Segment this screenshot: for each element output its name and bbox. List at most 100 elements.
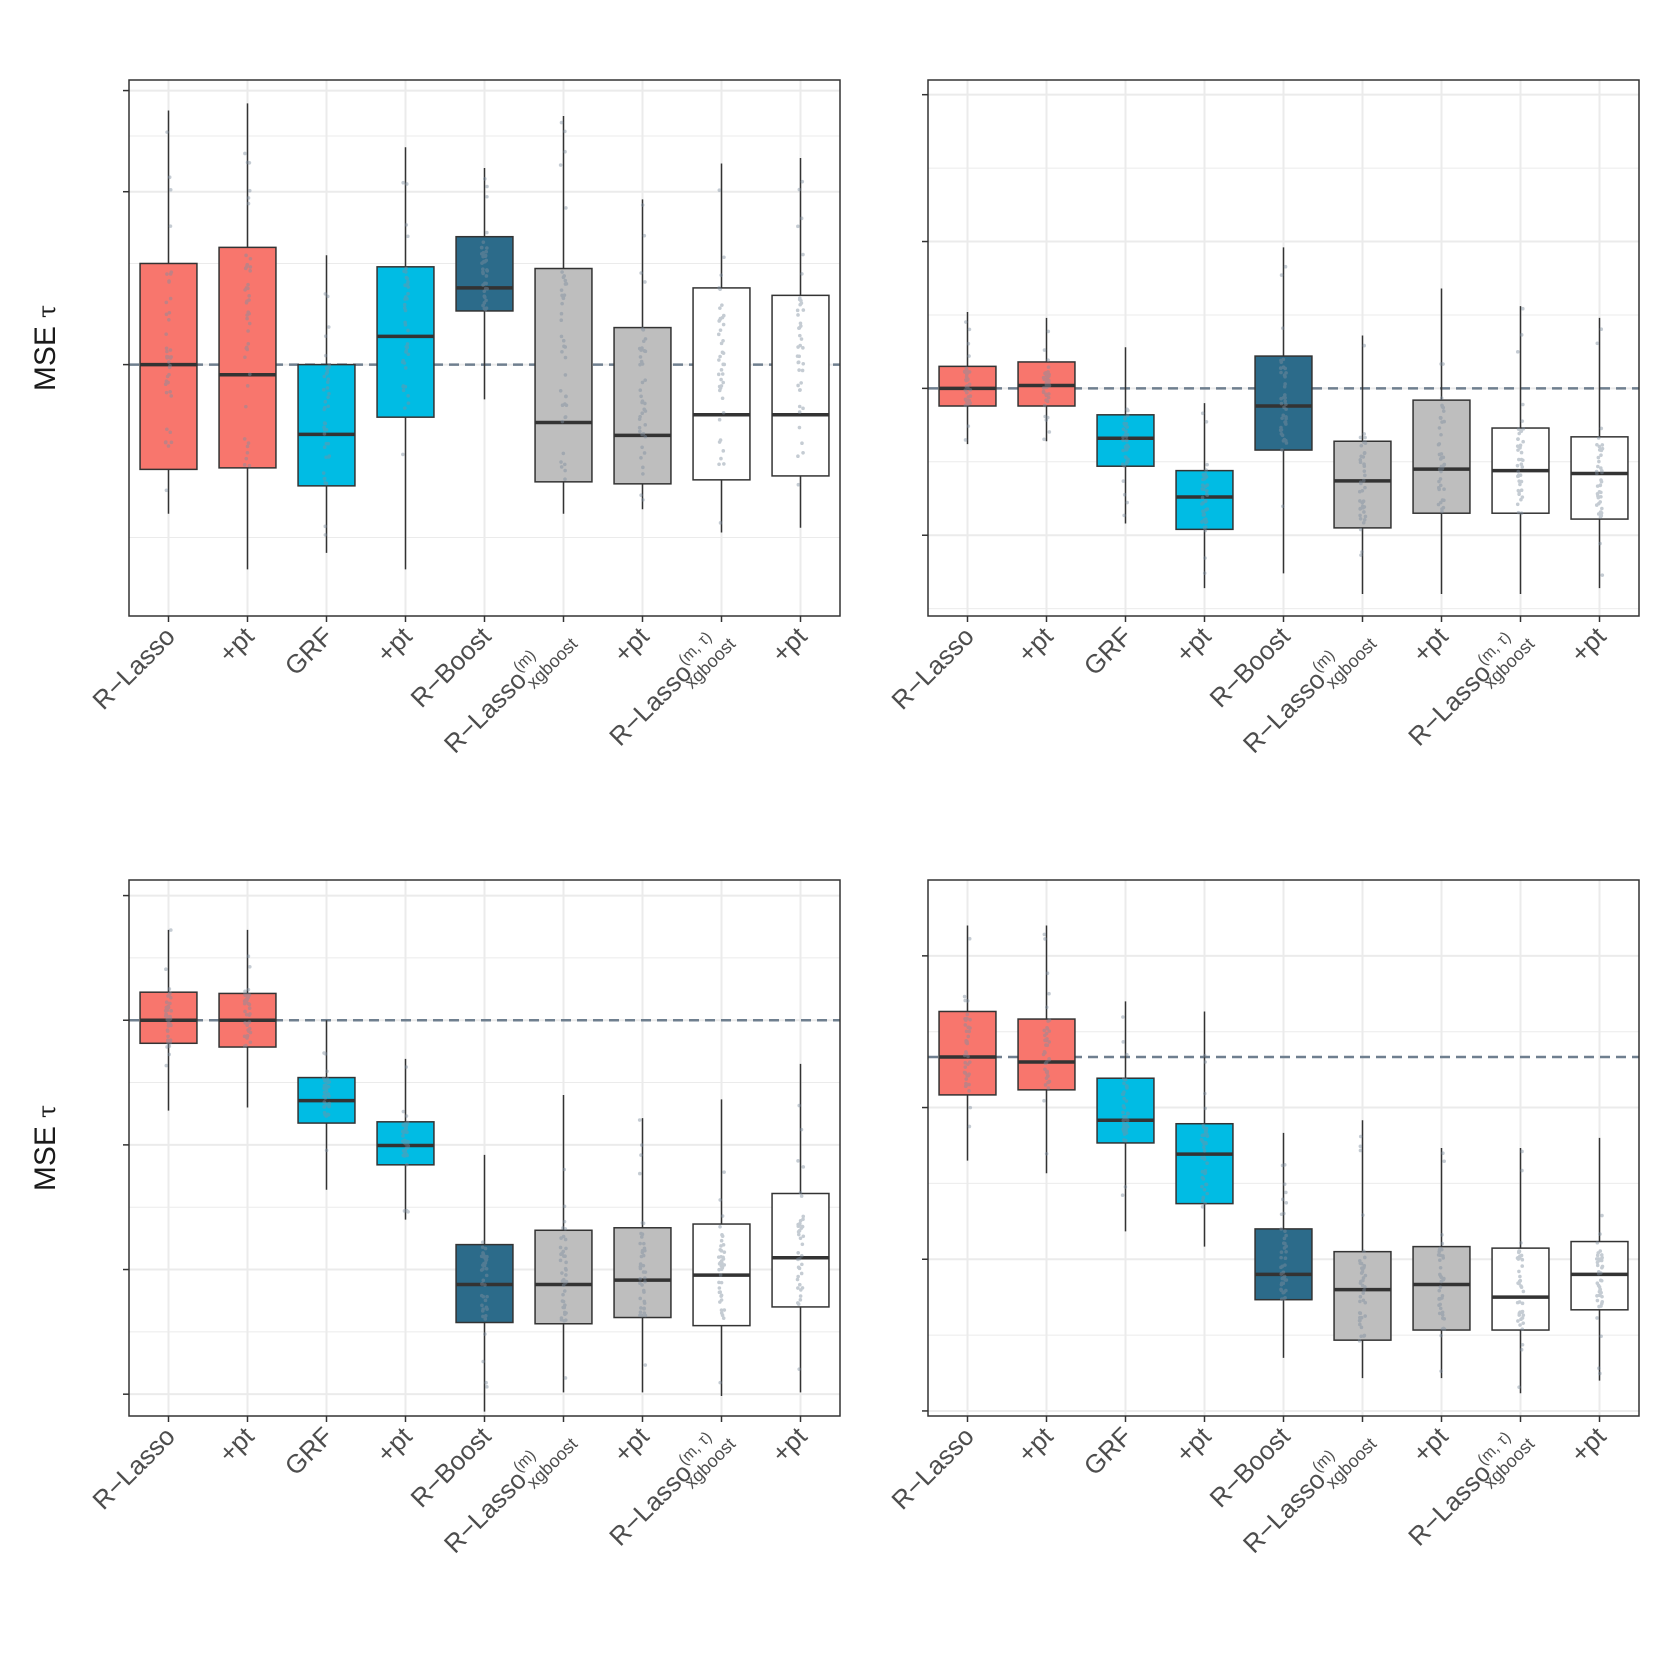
x-tick-label: +pt — [765, 620, 813, 668]
jitter-point — [1044, 1005, 1049, 1010]
jitter-point — [1362, 439, 1367, 444]
jitter-point — [164, 488, 169, 493]
jitter-point — [324, 427, 329, 432]
jitter-point — [1442, 1159, 1446, 1164]
jitter-point — [481, 270, 485, 274]
jitter-point — [1362, 517, 1367, 522]
jitter-point — [480, 1303, 484, 1308]
jitter-point — [964, 399, 969, 403]
jitter-point — [1205, 507, 1210, 511]
jitter-point — [1046, 1074, 1050, 1078]
jitter-point — [322, 427, 327, 432]
jitter-point — [1284, 1288, 1288, 1293]
jitter-point — [563, 355, 568, 360]
jitter-point — [798, 302, 802, 307]
jitter-point — [165, 1038, 170, 1043]
jitter-point — [1280, 1163, 1285, 1168]
jitter-point — [967, 327, 972, 332]
jitter-point — [562, 1204, 567, 1209]
jitter-point — [718, 386, 723, 390]
jitter-point — [1204, 1141, 1208, 1145]
jitter-point — [406, 352, 411, 357]
jitter-point — [559, 334, 564, 339]
jitter-point — [246, 282, 250, 287]
jitter-points — [1200, 411, 1210, 575]
jitter-point — [1280, 1276, 1285, 1281]
jitter-point — [324, 481, 329, 486]
jitter-point — [1281, 1281, 1286, 1286]
jitter-point — [1200, 483, 1205, 487]
jitter-point — [1438, 1302, 1443, 1307]
box-iqr — [1333, 1250, 1392, 1341]
jitter-point — [1122, 1077, 1126, 1081]
jitter-point — [322, 1094, 326, 1099]
jitter-point — [719, 1311, 724, 1315]
jitter-point — [1046, 1080, 1050, 1085]
jitter-point — [1357, 1339, 1362, 1343]
jitter-point — [1283, 1278, 1287, 1282]
jitter-point — [1202, 1053, 1207, 1058]
jitter-point — [801, 450, 805, 455]
x-tick-label: +pt — [1564, 620, 1612, 668]
jitter-point — [1442, 462, 1447, 467]
jitter-point — [323, 1083, 328, 1087]
jitter-point — [643, 337, 648, 341]
jitter-point — [643, 1363, 648, 1367]
jitter-point — [1519, 429, 1523, 433]
jitter-point — [1358, 1311, 1362, 1316]
jitter-point — [1045, 1037, 1049, 1041]
jitter-point — [245, 994, 249, 999]
jitter-point — [1438, 416, 1443, 420]
jitter-point — [246, 995, 251, 1000]
jitter-point — [324, 1088, 329, 1093]
jitter-point — [1598, 1287, 1602, 1292]
jitter-point — [1359, 1261, 1364, 1266]
jitter-point — [560, 1251, 564, 1255]
jitter-point — [246, 441, 251, 445]
jitter-point — [1280, 326, 1285, 331]
jitter-point — [1598, 1232, 1602, 1236]
jitter-point — [247, 294, 251, 298]
jitter-point — [405, 1139, 409, 1144]
jitter-point — [1595, 1281, 1600, 1285]
jitter-point — [797, 368, 801, 372]
jitter-point — [327, 1094, 331, 1098]
jitter-point — [1201, 473, 1206, 478]
jitter-point — [1599, 448, 1604, 453]
jitter-point — [405, 1120, 410, 1125]
jitter-point — [799, 1226, 804, 1231]
jitter-point — [801, 346, 805, 350]
jitter-point — [796, 1250, 800, 1255]
box-iqr — [139, 262, 198, 471]
jitter-point — [965, 1040, 969, 1044]
jitter-point — [564, 1279, 569, 1284]
jitter-point — [1596, 1270, 1601, 1274]
jitter-point — [965, 368, 969, 373]
jitter-point — [1203, 528, 1208, 533]
jitter-points — [163, 928, 173, 1068]
jitter-point — [245, 160, 250, 165]
jitter-point — [479, 1268, 484, 1272]
jitter-point — [799, 1288, 803, 1292]
jitter-point — [322, 1110, 327, 1115]
box-iqr — [771, 1192, 830, 1308]
jitter-point — [563, 477, 567, 482]
box-iqr — [1412, 399, 1471, 514]
x-tick-label: GRF — [1078, 1421, 1138, 1481]
jitter-point — [720, 315, 725, 320]
jitter-point — [164, 332, 168, 336]
jitter-point — [324, 1079, 329, 1083]
jitter-point — [966, 386, 970, 390]
jitter-point — [1279, 1212, 1284, 1217]
jitter-point — [169, 928, 173, 932]
jitter-point — [166, 380, 170, 385]
jitter-point — [243, 989, 247, 994]
jitter-point — [1044, 1076, 1049, 1080]
jitter-point — [1122, 1117, 1127, 1122]
jitter-point — [327, 1102, 332, 1106]
box-8 — [692, 1099, 751, 1397]
jitter-point — [720, 372, 725, 376]
jitter-point — [1046, 1080, 1051, 1085]
jitter-point — [1439, 1333, 1443, 1338]
jitter-point — [1284, 415, 1288, 419]
